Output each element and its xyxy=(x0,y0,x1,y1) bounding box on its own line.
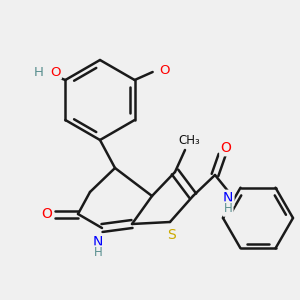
Text: H: H xyxy=(94,247,102,260)
Text: O: O xyxy=(50,65,61,79)
Text: O: O xyxy=(220,141,231,155)
Text: S: S xyxy=(168,228,176,242)
Text: N: N xyxy=(223,191,233,205)
Text: O: O xyxy=(42,207,52,221)
Text: O: O xyxy=(159,64,170,76)
Text: CH₃: CH₃ xyxy=(178,134,200,146)
Text: N: N xyxy=(93,235,103,249)
Text: H: H xyxy=(224,202,232,215)
Text: H: H xyxy=(33,65,43,79)
